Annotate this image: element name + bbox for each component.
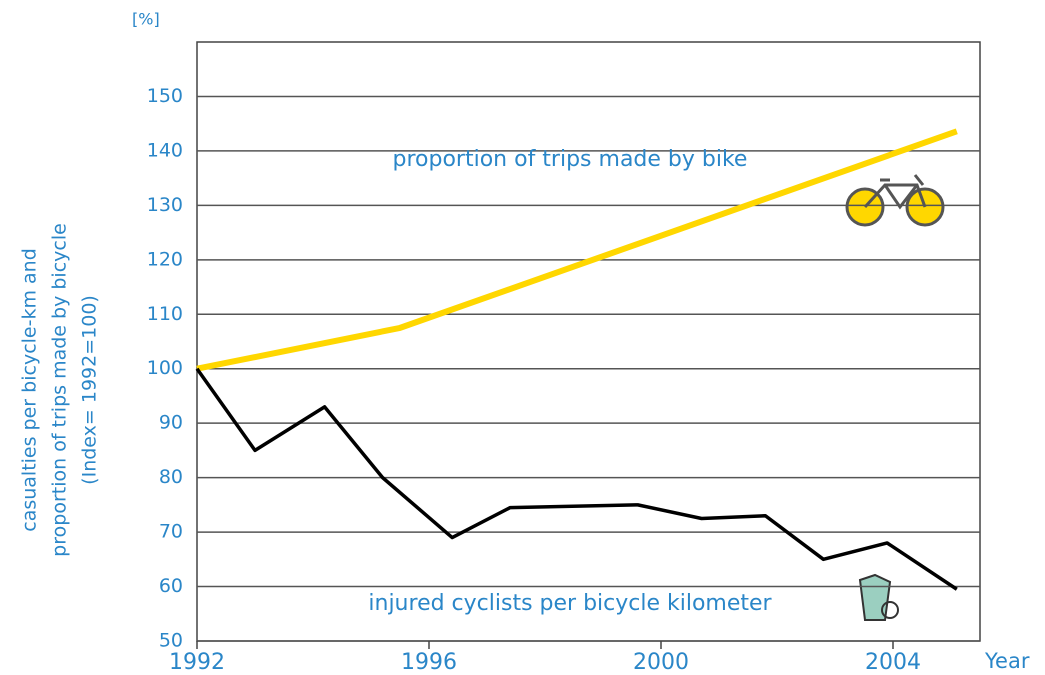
y-tick-label: 50 [159, 630, 183, 652]
y-axis-label-line: (Index= 1992=100) [79, 295, 101, 485]
chart: [%] Year casualties per bicycle-km and p… [0, 0, 1045, 675]
y-axis-label-line: casualties per bicycle-km and [19, 248, 41, 532]
y-tick-label: 110 [147, 303, 183, 325]
x-tick-label: 1992 [169, 650, 225, 675]
y-tick-label: 90 [159, 412, 183, 434]
y-tick-label: 120 [147, 248, 183, 270]
plot-frame [197, 42, 980, 641]
y-tick-label: 80 [159, 466, 183, 488]
y-tick-label: 70 [159, 521, 183, 543]
x-tick-label: 2000 [633, 650, 689, 675]
y-tick-label: 130 [147, 194, 183, 216]
y-axis-label: casualties per bicycle-km and proportion… [19, 223, 101, 557]
x-tick-label: 1996 [401, 650, 457, 675]
series-line [197, 369, 957, 590]
cyclist-icon [860, 575, 898, 620]
y-tick-label: 60 [159, 575, 183, 597]
x-axis-label: Year [984, 649, 1030, 673]
series-label: injured cyclists per bicycle kilometer [368, 591, 772, 616]
y-tick-label: 140 [147, 139, 183, 161]
y-tick-label: 100 [147, 357, 183, 379]
y-tick-label: 150 [147, 85, 183, 107]
series-label: proportion of trips made by bike [393, 147, 748, 172]
bike-icon [847, 175, 943, 225]
x-tick-label: 2004 [865, 650, 921, 675]
unit-label: [%] [132, 10, 160, 29]
y-axis-label-line: proportion of trips made by bicycle [49, 223, 71, 557]
